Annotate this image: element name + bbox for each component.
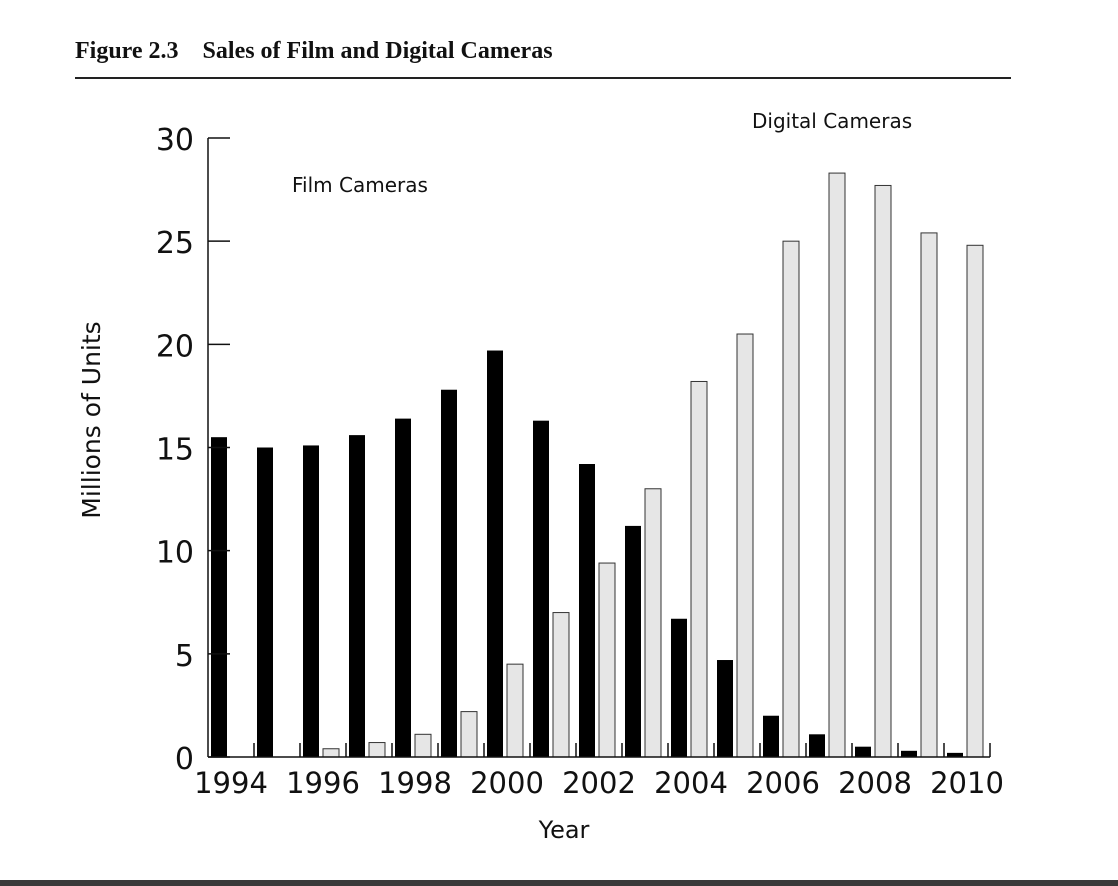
x-tick-label-2004: 2004 — [654, 766, 728, 800]
film-bar-2004 — [671, 618, 687, 757]
digital-bar-2003 — [644, 488, 662, 758]
y-tick-label-10: 10 — [156, 536, 194, 571]
y-tick-label-20: 20 — [156, 329, 194, 364]
digital-bar-2002 — [598, 562, 616, 758]
film-bar-2000 — [487, 350, 503, 757]
film-bar-2007 — [809, 734, 825, 757]
figure-caption: Sales of Film and Digital Cameras — [202, 38, 553, 64]
digital-bar-2000 — [506, 663, 524, 758]
film-bar-2010 — [947, 752, 963, 757]
x-tick-label-2000: 2000 — [470, 766, 544, 800]
film-bar-2002 — [579, 464, 595, 757]
y-tick-label-25: 25 — [156, 226, 194, 261]
x-axis-label: Year — [538, 816, 590, 844]
film-bar-1994 — [211, 437, 227, 757]
y-tick-label-0: 0 — [175, 742, 194, 777]
figure-number: Figure 2.3 — [75, 38, 179, 64]
y-tick-label-30: 30 — [156, 123, 194, 158]
film-bar-2006 — [763, 715, 779, 757]
film-bar-2009 — [901, 750, 917, 757]
title-rule — [75, 77, 1011, 79]
digital-bar-1996 — [322, 748, 340, 758]
film-bar-1998 — [395, 418, 411, 757]
film-bar-1996 — [303, 445, 319, 757]
film-bar-1997 — [349, 435, 365, 757]
digital-bar-2001 — [552, 612, 570, 758]
digital-bar-2008 — [874, 184, 892, 758]
x-tick-label-1994: 1994 — [194, 766, 268, 800]
x-tick-label-1996: 1996 — [286, 766, 360, 800]
digital-cameras-label: Digital Cameras — [752, 109, 912, 133]
film-bar-2001 — [533, 420, 549, 757]
digital-bar-2004 — [690, 380, 708, 758]
y-axis-label: Millions of Units — [77, 321, 106, 518]
film-cameras-label: Film Cameras — [292, 173, 428, 197]
x-tick-label-2006: 2006 — [746, 766, 820, 800]
y-tick-label-15: 15 — [156, 433, 194, 468]
digital-bar-2010 — [966, 244, 984, 758]
film-bar-1999 — [441, 389, 457, 757]
film-bar-1995 — [257, 447, 273, 757]
digital-bar-2005 — [736, 333, 754, 758]
x-tick-label-2008: 2008 — [838, 766, 912, 800]
bottom-border — [0, 880, 1118, 886]
film-bar-2008 — [855, 746, 871, 757]
digital-bar-2006 — [782, 240, 800, 758]
digital-bar-1997 — [368, 742, 386, 758]
x-tick-label-2010: 2010 — [930, 766, 1004, 800]
film-bar-2005 — [717, 660, 733, 757]
x-tick-label-1998: 1998 — [378, 766, 452, 800]
figure-title: Figure 2.3 Sales of Film and Digital Cam… — [75, 38, 553, 65]
film-bar-2003 — [625, 525, 641, 757]
digital-bar-1998 — [414, 733, 432, 758]
x-tick-label-2002: 2002 — [562, 766, 636, 800]
digital-bar-2007 — [828, 172, 846, 758]
digital-bar-2009 — [920, 232, 938, 758]
digital-bar-1999 — [460, 711, 478, 758]
y-tick-label-5: 5 — [175, 639, 194, 674]
